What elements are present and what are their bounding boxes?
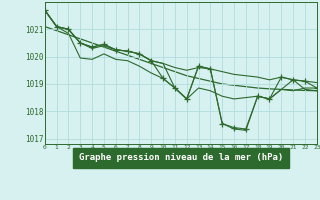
X-axis label: Graphe pression niveau de la mer (hPa): Graphe pression niveau de la mer (hPa) [79, 153, 283, 162]
